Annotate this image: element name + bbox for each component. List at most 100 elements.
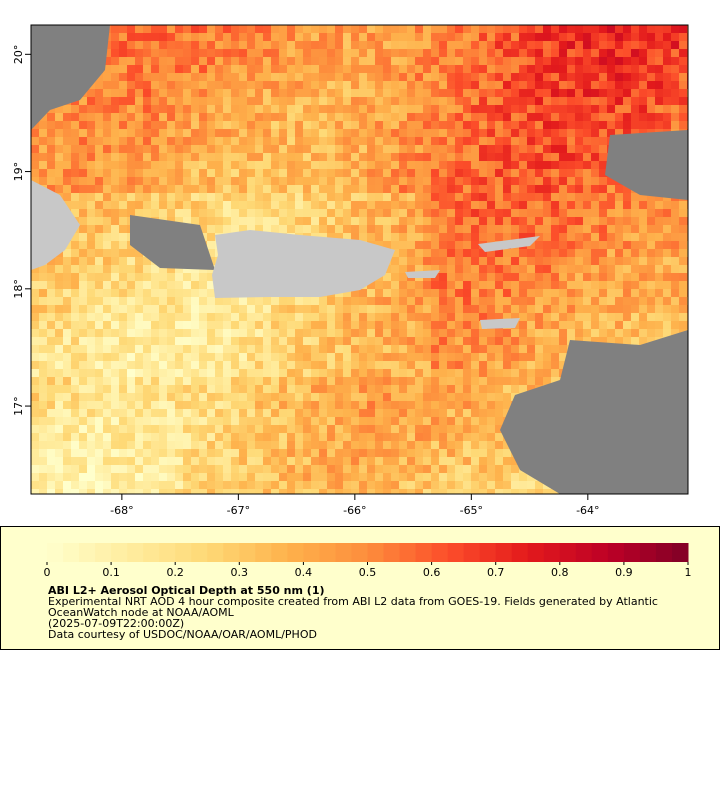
raster-cell (159, 393, 167, 401)
raster-cell (567, 33, 575, 41)
raster-cell (471, 33, 479, 41)
raster-cell (447, 89, 455, 97)
raster-cell (175, 81, 183, 89)
raster-cell (63, 201, 71, 209)
raster-cell (487, 473, 495, 481)
raster-cell (135, 353, 143, 361)
colorbar-swatch (671, 543, 689, 562)
raster-cell (111, 297, 119, 305)
raster-cell (175, 449, 183, 457)
raster-cell (127, 137, 135, 145)
raster-cell (367, 41, 375, 49)
colorbar-swatch (431, 543, 449, 562)
raster-cell (191, 57, 199, 65)
raster-cell (311, 393, 319, 401)
raster-cell (351, 225, 359, 233)
raster-cell (231, 217, 239, 225)
raster-cell (551, 81, 559, 89)
raster-cell (615, 249, 623, 257)
raster-cell (287, 401, 295, 409)
raster-cell (135, 369, 143, 377)
raster-cell (87, 209, 95, 217)
raster-cell (327, 177, 335, 185)
raster-cell (407, 425, 415, 433)
raster-cell (199, 129, 207, 137)
raster-cell (551, 65, 559, 73)
raster-cell (167, 449, 175, 457)
raster-cell (431, 233, 439, 241)
raster-cell (71, 417, 79, 425)
raster-cell (111, 113, 119, 121)
raster-cell (279, 449, 287, 457)
raster-cell (279, 73, 287, 81)
raster-cell (367, 409, 375, 417)
raster-cell (327, 337, 335, 345)
raster-cell (559, 321, 567, 329)
raster-cell (391, 393, 399, 401)
raster-cell (303, 129, 311, 137)
raster-cell (439, 193, 447, 201)
raster-cell (263, 401, 271, 409)
raster-cell (63, 257, 71, 265)
raster-cell (647, 57, 655, 65)
raster-cell (95, 321, 103, 329)
raster-cell (31, 313, 39, 321)
raster-cell (207, 161, 215, 169)
raster-cell (103, 473, 111, 481)
raster-cell (303, 185, 311, 193)
raster-cell (31, 177, 39, 185)
raster-cell (199, 145, 207, 153)
raster-cell (575, 297, 583, 305)
raster-cell (495, 369, 503, 377)
raster-cell (423, 425, 431, 433)
raster-cell (487, 121, 495, 129)
raster-cell (255, 25, 263, 33)
raster-cell (479, 113, 487, 121)
raster-cell (463, 161, 471, 169)
raster-cell (487, 169, 495, 177)
raster-cell (639, 249, 647, 257)
raster-cell (423, 89, 431, 97)
raster-cell (359, 137, 367, 145)
raster-cell (663, 113, 671, 121)
raster-cell (559, 305, 567, 313)
raster-cell (455, 57, 463, 65)
raster-cell (191, 409, 199, 417)
raster-cell (175, 297, 183, 305)
raster-cell (503, 409, 511, 417)
raster-cell (47, 305, 55, 313)
raster-cell (367, 361, 375, 369)
raster-cell (431, 385, 439, 393)
raster-cell (575, 81, 583, 89)
raster-cell (63, 457, 71, 465)
raster-cell (39, 377, 47, 385)
axes: -68° -67° -66° -65° -64°17°18°19°20° (12, 45, 600, 517)
raster-cell (111, 337, 119, 345)
raster-cell (71, 201, 79, 209)
raster-cell (415, 97, 423, 105)
raster-cell (423, 361, 431, 369)
raster-cell (311, 369, 319, 377)
raster-cell (111, 121, 119, 129)
raster-cell (167, 321, 175, 329)
raster-cell (607, 105, 615, 113)
colorbar-swatch (175, 543, 192, 562)
raster-cell (431, 305, 439, 313)
raster-cell (455, 201, 463, 209)
raster-cell (87, 105, 95, 113)
raster-cell (135, 193, 143, 201)
raster-cell (231, 209, 239, 217)
raster-cell (71, 137, 79, 145)
raster-cell (575, 329, 583, 337)
raster-cell (639, 33, 647, 41)
raster-cell (487, 361, 495, 369)
raster-cell (431, 97, 439, 105)
raster-cell (647, 65, 655, 73)
raster-cell (367, 49, 375, 57)
raster-cell (431, 409, 439, 417)
raster-cell (239, 465, 247, 473)
raster-cell (495, 145, 503, 153)
raster-cell (527, 289, 535, 297)
raster-cell (343, 409, 351, 417)
raster-cell (615, 185, 623, 193)
